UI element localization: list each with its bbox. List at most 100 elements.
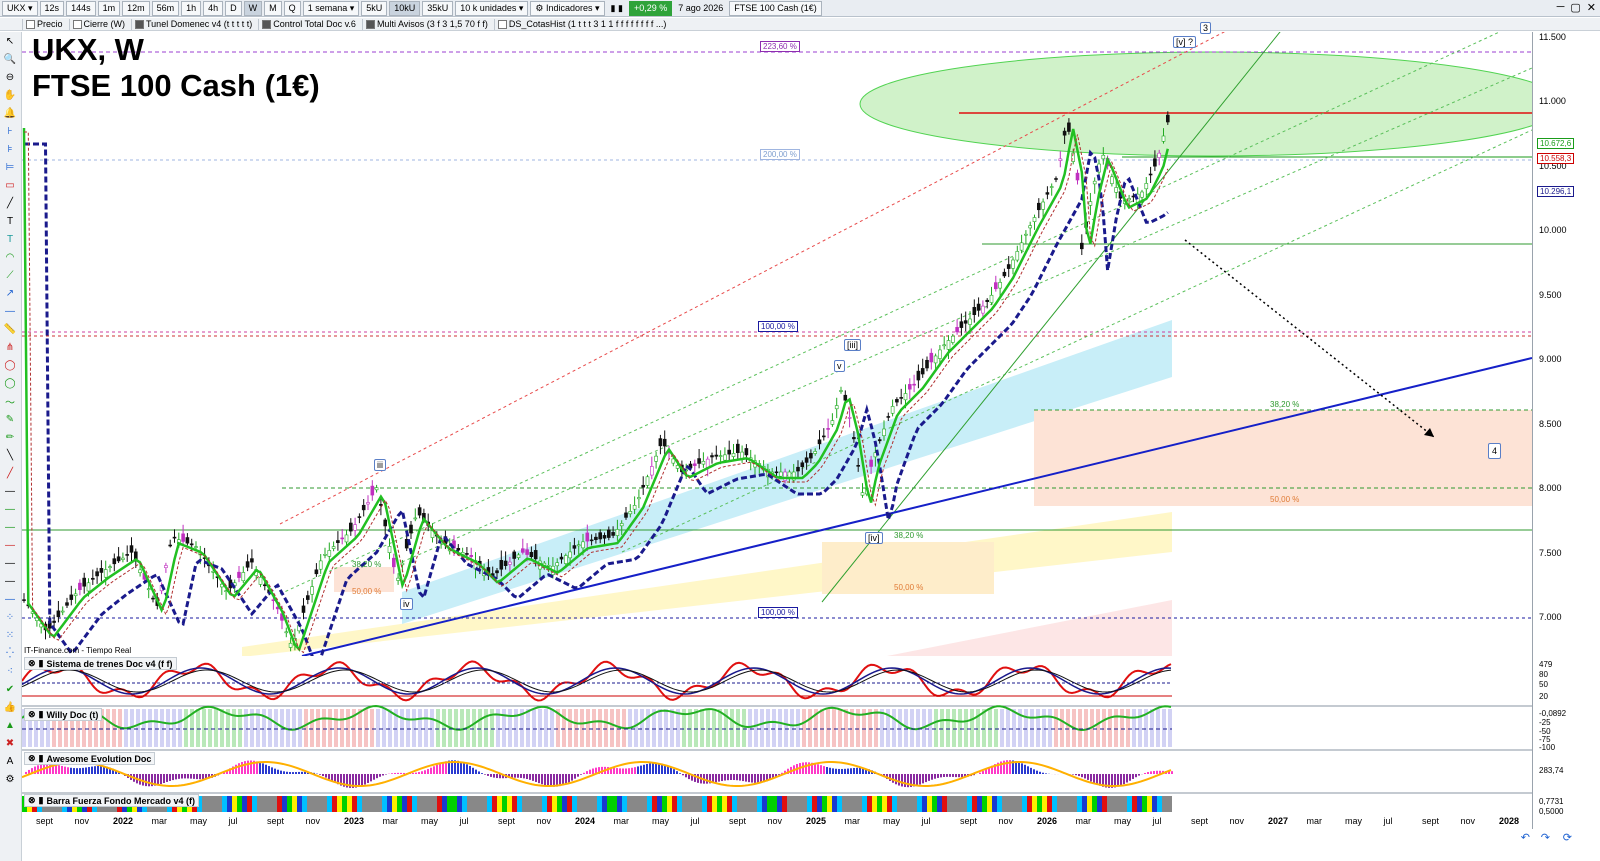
delete-icon[interactable]: ✖ xyxy=(5,737,15,749)
units-5k[interactable]: 5kU xyxy=(361,0,388,16)
hline-icon[interactable]: ― xyxy=(5,305,15,317)
period-selector[interactable]: 1 semana ▾ xyxy=(302,0,360,16)
hline-red-icon[interactable]: ― xyxy=(5,539,15,551)
time-axis[interactable]: sept nov 2022 mar may jul sept nov 2023 mar may jul… xyxy=(22,815,1532,828)
panel-header-strength[interactable]: ⊗ ▮ Barra Fuerza Fondo Mercado v4 (f) xyxy=(24,794,200,807)
panel-header-trains[interactable]: ⊗ ▮ Sistema de trenes Doc v4 (f f) xyxy=(24,657,177,670)
move-icon[interactable]: ▮ xyxy=(38,709,44,719)
close-icon[interactable]: ⊗ xyxy=(28,753,36,763)
move-icon[interactable]: ▮ xyxy=(38,795,44,805)
redo-icon[interactable]: ↷ xyxy=(1540,832,1550,844)
price-chart-svg[interactable] xyxy=(22,16,1565,822)
tf-12m[interactable]: 12m xyxy=(122,0,150,16)
text-color-icon[interactable]: T xyxy=(6,233,14,245)
hline-green-icon[interactable]: ― xyxy=(5,503,15,515)
panel-header-willy[interactable]: ⊗ ▮ Willy Doc (t) xyxy=(24,708,103,721)
tf-4h[interactable]: 4h xyxy=(203,0,224,16)
close-icon[interactable]: ✕ xyxy=(1586,2,1596,14)
checkbox-icon[interactable] xyxy=(26,19,35,29)
tf-1m[interactable]: 1m xyxy=(97,0,121,16)
panel-header-awesome[interactable]: ⊗ ▮ Awesome Evolution Doc xyxy=(24,752,156,765)
zoom-out-icon[interactable]: ⊖ xyxy=(5,71,15,83)
pencil-icon[interactable]: ✎ xyxy=(5,413,15,425)
tf-w[interactable]: W xyxy=(243,0,263,16)
move-icon[interactable]: ▮ xyxy=(38,658,44,668)
diag-line-icon[interactable]: ╲ xyxy=(6,449,14,461)
hline2-icon[interactable]: ― xyxy=(5,485,15,497)
thumb-icon[interactable]: 👍 xyxy=(3,701,17,713)
tf-56m[interactable]: 56m xyxy=(151,0,180,16)
red-line-icon[interactable]: ╱ xyxy=(6,467,14,479)
indicators-button[interactable]: ⚙ Indicadores ▾ xyxy=(530,0,605,16)
minimize-icon[interactable]: ─ xyxy=(1556,1,1565,13)
hline-green2-icon[interactable]: ― xyxy=(5,521,15,533)
thumb2-icon[interactable]: ▲ xyxy=(5,719,15,731)
tf-144s[interactable]: 144s xyxy=(66,0,96,16)
fib-ext-icon[interactable]: ⊧ xyxy=(7,143,13,155)
fib-icon[interactable]: ⊦ xyxy=(7,125,13,137)
bell-icon[interactable]: 🔔 xyxy=(3,107,17,119)
support-zone-overlay xyxy=(822,542,994,594)
hline-black2-icon[interactable]: ― xyxy=(5,575,15,587)
price-axis[interactable]: 11.500 11.000 10.500 10.000 9.500 9.000 … xyxy=(1532,32,1600,861)
panel-tick: -75 xyxy=(1539,735,1551,744)
close-icon[interactable]: ⊗ xyxy=(28,658,36,668)
close-icon[interactable]: ⊗ xyxy=(28,709,36,719)
tf-m[interactable]: M xyxy=(264,0,282,16)
overlay-item-tunel[interactable]: Tunel Domenec v4 (t t t t t) xyxy=(131,18,255,30)
restore-icon[interactable]: ▢ xyxy=(1570,2,1581,14)
overlay-item-cotashist[interactable]: DS_CotasHist (1 t t t 3 1 1 f f f f f f … xyxy=(493,18,670,30)
ruler-icon[interactable]: 📏 xyxy=(3,323,17,335)
text-tool-icon[interactable]: A xyxy=(6,755,14,767)
checkbox-icon[interactable] xyxy=(135,19,145,29)
check-icon[interactable]: ✔ xyxy=(5,683,15,695)
checkbox-icon[interactable] xyxy=(497,19,507,29)
rectangle-icon[interactable]: ▭ xyxy=(5,179,15,191)
x-tick-label: 2023 xyxy=(344,816,365,826)
tf-d[interactable]: D xyxy=(225,0,242,16)
cursor-icon[interactable]: ↖ xyxy=(5,35,15,47)
text-icon[interactable]: T xyxy=(6,215,14,227)
move-icon[interactable]: ▮ xyxy=(38,753,44,763)
refresh-icon[interactable]: ⟳ xyxy=(1562,832,1572,844)
overlay-item-control-total[interactable]: Control Total Doc v.6 xyxy=(258,18,359,30)
units-selector[interactable]: 10 k unidades ▾ xyxy=(455,0,529,16)
settings-icon[interactable]: ⚙ xyxy=(5,773,15,785)
tf-1h[interactable]: 1h xyxy=(181,0,202,16)
dots4-icon[interactable]: ⁖ xyxy=(7,665,13,677)
ellipse-green-icon[interactable]: ◯ xyxy=(4,377,16,389)
channel-icon[interactable]: ◠ xyxy=(5,251,15,263)
hand-icon[interactable]: ✋ xyxy=(3,89,17,101)
pitchfork-icon[interactable]: ⋔ xyxy=(5,341,15,353)
x-tick-label: may xyxy=(190,816,208,826)
units-35k[interactable]: 35kU xyxy=(422,0,454,16)
tf-q[interactable]: Q xyxy=(283,0,301,16)
overlay-item-multi-avisos[interactable]: Multi Avisos (3 f 3 1,5 70 f f) xyxy=(361,18,491,30)
close-icon[interactable]: ⊗ xyxy=(28,795,36,805)
hline-black-icon[interactable]: ― xyxy=(5,557,15,569)
symbol-selector[interactable]: UKX ▾ xyxy=(2,0,38,16)
fib-time-icon[interactable]: ⊨ xyxy=(5,161,15,173)
units-10k[interactable]: 10kU xyxy=(389,0,421,16)
checkbox-icon[interactable] xyxy=(365,19,375,29)
ellipse-icon[interactable]: ◯ xyxy=(4,359,16,371)
chart-area[interactable]: UKX, W FTSE 100 Cash (1€) 223,60 % 200,0… xyxy=(22,16,1565,822)
dots-icon[interactable]: ⁘ xyxy=(5,611,15,623)
undo-icon[interactable]: ↶ xyxy=(1520,832,1530,844)
dots2-icon[interactable]: ⁙ xyxy=(5,629,15,641)
hline-blue-icon[interactable]: ― xyxy=(5,593,15,605)
arrow-icon[interactable]: ↗ xyxy=(5,287,15,299)
wave-icon[interactable]: 〜 xyxy=(5,397,15,409)
x-tick-label: may xyxy=(1345,816,1363,826)
checkbox-icon[interactable] xyxy=(72,19,82,29)
overlay-item-cierre[interactable]: Cierre (W) xyxy=(68,18,129,30)
overlay-item-precio[interactable]: Precio xyxy=(22,18,66,30)
pencil2-icon[interactable]: ✏ xyxy=(5,431,15,443)
draw-tools-icon[interactable]: ▮ ▮ xyxy=(610,2,623,13)
line-icon[interactable]: ╱ xyxy=(6,197,14,209)
checkbox-icon[interactable] xyxy=(262,19,272,29)
tf-12s[interactable]: 12s xyxy=(39,0,65,16)
dots3-icon[interactable]: ⁛ xyxy=(6,647,14,659)
trend-icon[interactable]: ⟋ xyxy=(6,269,14,281)
zoom-icon[interactable]: 🔍 xyxy=(3,53,17,65)
